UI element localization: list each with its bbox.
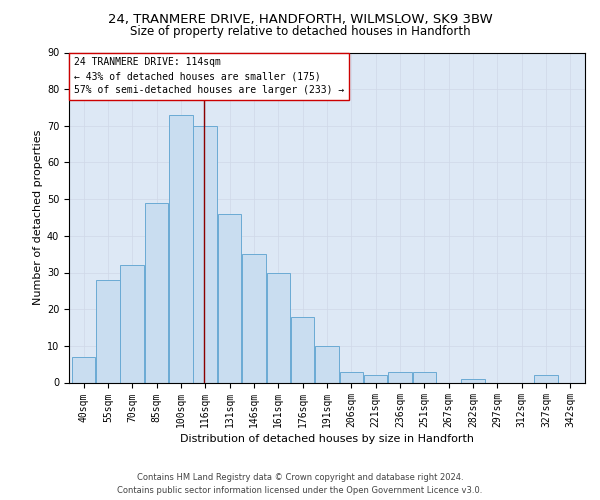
Bar [413, 372, 436, 382]
Bar [291, 316, 314, 382]
Text: Size of property relative to detached houses in Handforth: Size of property relative to detached ho… [130, 25, 470, 38]
X-axis label: Distribution of detached houses by size in Handforth: Distribution of detached houses by size … [180, 434, 474, 444]
Bar [96, 280, 120, 382]
Bar [72, 357, 95, 382]
Bar [145, 203, 169, 382]
Bar [534, 375, 558, 382]
Bar [169, 115, 193, 382]
Bar [266, 272, 290, 382]
Text: 24, TRANMERE DRIVE, HANDFORTH, WILMSLOW, SK9 3BW: 24, TRANMERE DRIVE, HANDFORTH, WILMSLOW,… [107, 12, 493, 26]
Y-axis label: Number of detached properties: Number of detached properties [33, 130, 43, 305]
Bar [218, 214, 241, 382]
Bar [388, 372, 412, 382]
Text: 24 TRANMERE DRIVE: 114sqm
← 43% of detached houses are smaller (175)
57% of semi: 24 TRANMERE DRIVE: 114sqm ← 43% of detac… [74, 58, 344, 96]
Text: Contains HM Land Registry data © Crown copyright and database right 2024.
Contai: Contains HM Land Registry data © Crown c… [118, 474, 482, 495]
Bar [340, 372, 363, 382]
Bar [364, 375, 388, 382]
Bar [242, 254, 266, 382]
Bar [193, 126, 217, 382]
Bar [121, 265, 144, 382]
Bar [461, 379, 485, 382]
Bar [315, 346, 339, 383]
